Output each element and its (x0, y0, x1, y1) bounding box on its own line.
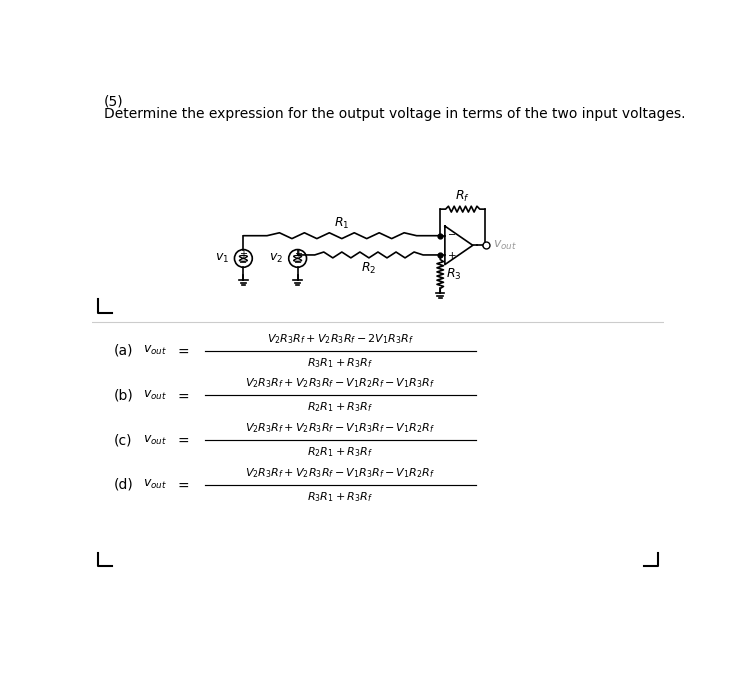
Text: $=$: $=$ (175, 478, 190, 492)
Text: $v_{out}$: $v_{out}$ (142, 478, 167, 491)
Text: +: + (448, 251, 457, 261)
Text: (d): (d) (114, 478, 134, 492)
Text: $V_2R_3R_f + V_2R_3R_f - V_1R_2R_f - V_1R_3R_f$: $V_2R_3R_f + V_2R_3R_f - V_1R_2R_f - V_1… (245, 377, 435, 391)
Text: $R_2R_1 + R_3R_f$: $R_2R_1 + R_3R_f$ (307, 445, 373, 459)
Text: +: + (239, 249, 247, 259)
Text: $=$: $=$ (175, 344, 190, 358)
Text: $V_2R_3R_f + V_2R_3R_f - 2V_1R_3R_f$: $V_2R_3R_f + V_2R_3R_f - 2V_1R_3R_f$ (267, 332, 414, 346)
Text: $v_1$: $v_1$ (215, 252, 229, 265)
Text: (5): (5) (104, 94, 123, 108)
Text: $=$: $=$ (175, 389, 190, 402)
Text: (a): (a) (114, 344, 134, 358)
Text: $R_3R_1 + R_3R_f$: $R_3R_1 + R_3R_f$ (307, 490, 373, 503)
Text: $V_2R_3R_f + V_2R_3R_f - V_1R_3R_f - V_1R_2R_f$: $V_2R_3R_f + V_2R_3R_f - V_1R_3R_f - V_1… (245, 421, 435, 435)
Text: $R_f$: $R_f$ (455, 189, 470, 204)
Text: +: + (294, 249, 302, 259)
Text: $v_{out}$: $v_{out}$ (142, 389, 167, 402)
Text: (c): (c) (114, 433, 132, 447)
Text: $v_2$: $v_2$ (269, 252, 283, 265)
Text: $R_3$: $R_3$ (446, 267, 461, 282)
Text: $v_{out}$: $v_{out}$ (493, 239, 517, 252)
Text: $V_2R_3R_f + V_2R_3R_f - V_1R_3R_f - V_1R_2R_f$: $V_2R_3R_f + V_2R_3R_f - V_1R_3R_f - V_1… (245, 466, 435, 479)
Text: $R_1$: $R_1$ (334, 215, 350, 231)
Text: Determine the expression for the output voltage in terms of the two input voltag: Determine the expression for the output … (104, 107, 686, 122)
Text: $v_{out}$: $v_{out}$ (142, 344, 167, 357)
Text: −: − (239, 258, 247, 268)
Text: $R_3R_1 + R_3R_f$: $R_3R_1 + R_3R_f$ (307, 356, 373, 369)
Text: $R_2$: $R_2$ (362, 261, 376, 276)
Text: $R_2R_1 + R_3R_f$: $R_2R_1 + R_3R_f$ (307, 401, 373, 415)
Text: $v_{out}$: $v_{out}$ (142, 434, 167, 447)
Text: $=$: $=$ (175, 433, 190, 447)
Text: −: − (448, 230, 456, 240)
Text: (b): (b) (114, 389, 134, 402)
Text: −: − (294, 258, 302, 268)
